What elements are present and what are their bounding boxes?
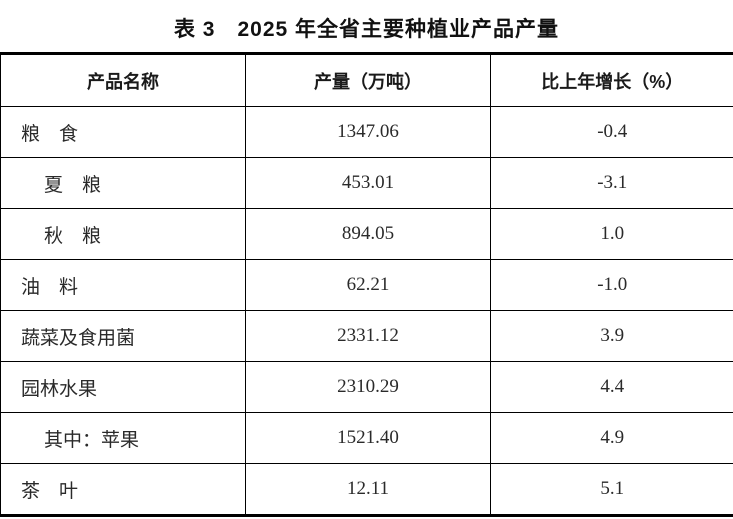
output-cell: 12.11 bbox=[245, 463, 491, 516]
growth-cell: 3.9 bbox=[490, 310, 733, 362]
output-cell: 894.05 bbox=[245, 208, 491, 260]
table-title: 表 3 2025 年全省主要种植业产品产量 bbox=[173, 18, 560, 41]
output-cell: 1347.06 bbox=[245, 106, 491, 158]
table-row-apple: 其中：苹果 1521.40 4.9 bbox=[0, 412, 733, 464]
production-table: 产品名称 产量（万吨） 比上年增长（%） 粮 食 1347.06 -0.4 夏 … bbox=[0, 52, 733, 517]
growth-cell: 1.0 bbox=[490, 208, 733, 260]
output-cell: 62.21 bbox=[245, 259, 491, 311]
col-header-product-name: 产品名称 bbox=[0, 53, 246, 107]
growth-cell: -0.4 bbox=[490, 106, 733, 158]
table-row-oilseed: 油 料 62.21 -1.0 bbox=[0, 259, 733, 311]
col-header-growth: 比上年增长（%） bbox=[490, 53, 733, 107]
table-row-summer-grain: 夏 粮 453.01 -3.1 bbox=[0, 157, 733, 209]
growth-cell: -1.0 bbox=[490, 259, 733, 311]
header-row: 产品名称 产量（万吨） 比上年增长（%） bbox=[0, 53, 733, 107]
table-row-autumn-grain: 秋 粮 894.05 1.0 bbox=[0, 208, 733, 260]
col-header-output: 产量（万吨） bbox=[245, 53, 491, 107]
product-name-cell: 其中：苹果 bbox=[0, 412, 246, 464]
product-name-cell: 秋 粮 bbox=[0, 208, 246, 260]
table-row-garden-fruit: 园林水果 2310.29 4.4 bbox=[0, 361, 733, 413]
growth-cell: -3.1 bbox=[490, 157, 733, 209]
output-cell: 453.01 bbox=[245, 157, 491, 209]
table-row-grain: 粮 食 1347.06 -0.4 bbox=[0, 106, 733, 158]
product-name-cell: 夏 粮 bbox=[0, 157, 246, 209]
growth-cell: 5.1 bbox=[490, 463, 733, 516]
product-name-cell: 油 料 bbox=[0, 259, 246, 311]
table-row-tea: 茶 叶 12.11 5.1 bbox=[0, 463, 733, 516]
product-name-cell: 蔬菜及食用菌 bbox=[0, 310, 246, 362]
table-row-vegetables-fungi: 蔬菜及食用菌 2331.12 3.9 bbox=[0, 310, 733, 362]
product-name-cell: 园林水果 bbox=[0, 361, 246, 413]
output-cell: 2331.12 bbox=[245, 310, 491, 362]
growth-cell: 4.4 bbox=[490, 361, 733, 413]
output-cell: 2310.29 bbox=[245, 361, 491, 413]
product-name-cell: 茶 叶 bbox=[0, 463, 246, 516]
growth-cell: 4.9 bbox=[490, 412, 733, 464]
output-cell: 1521.40 bbox=[245, 412, 491, 464]
product-name-cell: 粮 食 bbox=[0, 106, 246, 158]
